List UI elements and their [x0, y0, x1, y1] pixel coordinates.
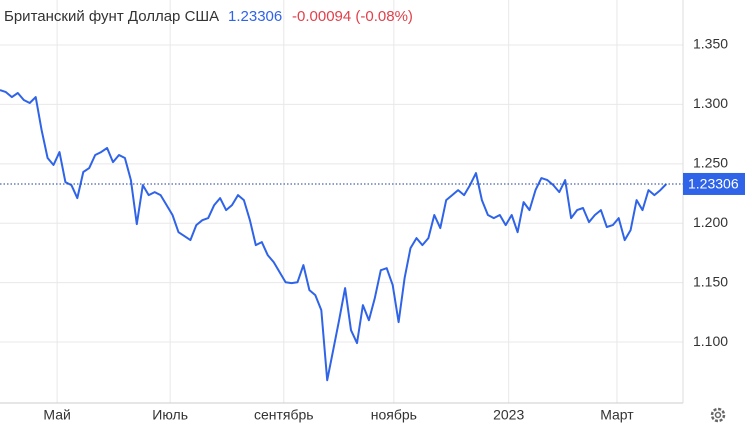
grid	[0, 0, 683, 403]
x-tick-label: ноябрь	[371, 407, 417, 423]
x-tick-label: Июль	[152, 407, 188, 423]
price: 1.23306	[228, 8, 282, 25]
x-tick-label: сентябрь	[254, 407, 314, 423]
price-change: -0.00094 (-0.08%)	[292, 8, 413, 25]
current-price-label: 1.23306	[688, 176, 739, 192]
price-line	[0, 89, 668, 382]
settings-icon[interactable]	[710, 407, 726, 423]
x-tick-label: 2023	[493, 407, 524, 423]
current-price-box	[683, 172, 745, 195]
chart-title: Британский фунт Доллар США	[4, 8, 219, 25]
y-tick-label: 1.200	[693, 214, 728, 230]
y-tick-label: 1.100	[693, 333, 728, 349]
x-tick-label: Март	[600, 407, 634, 423]
y-tick-label: 1.350	[693, 36, 728, 52]
y-tick-label: 1.250	[693, 155, 728, 171]
y-tick-label: 1.150	[693, 273, 728, 289]
y-tick-label: 1.300	[693, 95, 728, 111]
x-tick-label: Май	[43, 407, 70, 423]
